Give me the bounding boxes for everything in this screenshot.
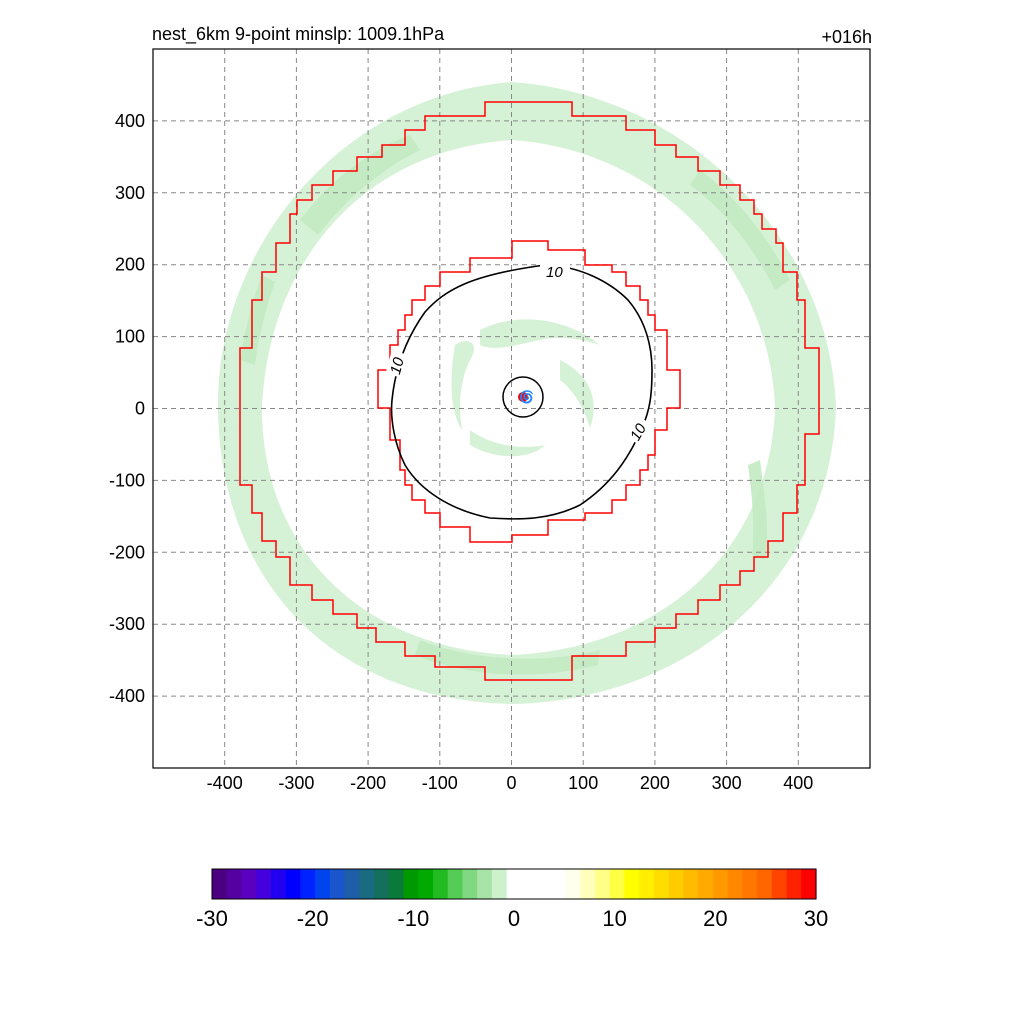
forecast-hour-label: +016h (821, 27, 872, 47)
x-tick-label: 200 (640, 773, 670, 793)
contour-label: 10 (627, 420, 650, 444)
isotach-10-contour (390, 264, 653, 520)
colorbar-swatch (388, 869, 405, 899)
contour-label-bg (625, 415, 651, 445)
colorbar-swatch (757, 869, 773, 899)
y-tick-label: -400 (109, 686, 145, 706)
colorbar-swatch (374, 869, 390, 899)
colorbar-swatch (742, 869, 758, 899)
colorbar-swatch (580, 869, 596, 899)
colorbar-swatch (536, 869, 552, 899)
contour-label-bg (540, 262, 570, 278)
colorbar-ticks: -30 -20 -10 0 10 20 30 (196, 906, 828, 931)
y-tick-label: 200 (115, 255, 145, 275)
inner-shading-band (451, 340, 475, 430)
x-tick-label: -400 (207, 773, 243, 793)
contour-label: 10 (387, 355, 408, 376)
grid-lines (153, 49, 870, 768)
colorbar-tick-label: 20 (703, 906, 727, 931)
x-tick-label: 400 (783, 773, 813, 793)
storm-center-marker (518, 392, 528, 402)
colorbar-swatch (300, 869, 316, 899)
colorbar-swatch (256, 869, 272, 899)
colorbar-swatch (786, 869, 802, 899)
colorbar (211, 868, 817, 900)
colorbar-swatch (329, 869, 346, 899)
colorbar-tick-label: -30 (196, 906, 228, 931)
colorbar-swatch (609, 869, 626, 899)
x-tick-label: 0 (506, 773, 516, 793)
colorbar-swatch (506, 869, 522, 899)
colorbar-swatch (462, 869, 478, 899)
colorbar-swatch (491, 869, 508, 899)
contour-label: 10 (546, 264, 563, 281)
colorbar-swatch (771, 869, 788, 899)
x-tick-label: -100 (422, 773, 458, 793)
inner-shading-band (560, 360, 594, 428)
hurricane-icon: 🌀 (519, 389, 534, 404)
colorbar-swatch (639, 869, 655, 899)
contour-label-bg (385, 350, 408, 378)
colorbar-swatch (683, 869, 699, 899)
colorbar-swatch (359, 869, 375, 899)
colorbar-swatch (712, 869, 729, 899)
colorbar-swatch (418, 869, 434, 899)
x-tick-label: 100 (568, 773, 598, 793)
y-tick-label: -100 (109, 470, 145, 490)
colorbar-tick-label: 10 (602, 906, 626, 931)
colorbar-swatch (521, 869, 537, 899)
colorbar-swatch (226, 869, 243, 899)
colorbar-swatch (595, 869, 611, 899)
x-axis: -400 -300 -200 -100 0 100 200 300 400 (207, 773, 814, 793)
colorbar-swatch (653, 869, 670, 899)
colorbar-swatch (344, 869, 360, 899)
inner-shading-band (480, 319, 600, 348)
outer-shading-patch (690, 170, 790, 290)
colorbar-swatch (477, 869, 493, 899)
colorbar-tick-label: -20 (297, 906, 329, 931)
colorbar-swatch (624, 869, 640, 899)
y-tick-label: 100 (115, 327, 145, 347)
colorbar-swatch (285, 869, 301, 899)
colorbar-swatch (727, 869, 743, 899)
y-tick-label: 300 (115, 183, 145, 203)
colorbar-swatch (432, 869, 449, 899)
colorbar-tick-label: 0 (508, 906, 520, 931)
colorbar-swatch (212, 869, 228, 899)
colorbar-frame (211, 868, 817, 900)
inner-shading-band (470, 430, 545, 457)
x-tick-label: -300 (278, 773, 314, 793)
colorbar-tick-label: 30 (804, 906, 828, 931)
colorbar-swatch (801, 869, 817, 899)
y-axis: 400 300 200 100 0 -100 -200 -300 -400 (109, 111, 145, 706)
outer-shading-patch (240, 275, 275, 365)
outer-shading-patch (300, 135, 420, 235)
colorbar-swatch (315, 869, 331, 899)
colorbar-swatch (550, 869, 567, 899)
colorbar-swatch (447, 869, 464, 899)
colorbar-tick-label: -10 (397, 906, 429, 931)
center-contour (502, 376, 544, 418)
chart-title: nest_6km 9-point minslp: 1009.1hPa (152, 24, 445, 45)
colorbar-swatch (270, 869, 287, 899)
x-tick-label: -200 (350, 773, 386, 793)
colorbar-swatch (241, 869, 257, 899)
outer-step-contour (239, 101, 820, 681)
colorbar-swatch (403, 869, 419, 899)
x-tick-label: 300 (712, 773, 742, 793)
inner-step-contour (377, 240, 681, 543)
wind-shading (217, 82, 837, 704)
outer-shading-patch (748, 460, 768, 560)
y-tick-label: 400 (115, 111, 145, 131)
plot-frame (152, 48, 871, 769)
colorbar-swatch (565, 869, 581, 899)
y-tick-label: -200 (109, 542, 145, 562)
colorbar-swatch (698, 869, 714, 899)
colorbar-swatch (668, 869, 685, 899)
outer-shading-patch (415, 640, 600, 675)
y-tick-label: 0 (135, 399, 145, 419)
y-tick-label: -300 (109, 614, 145, 634)
